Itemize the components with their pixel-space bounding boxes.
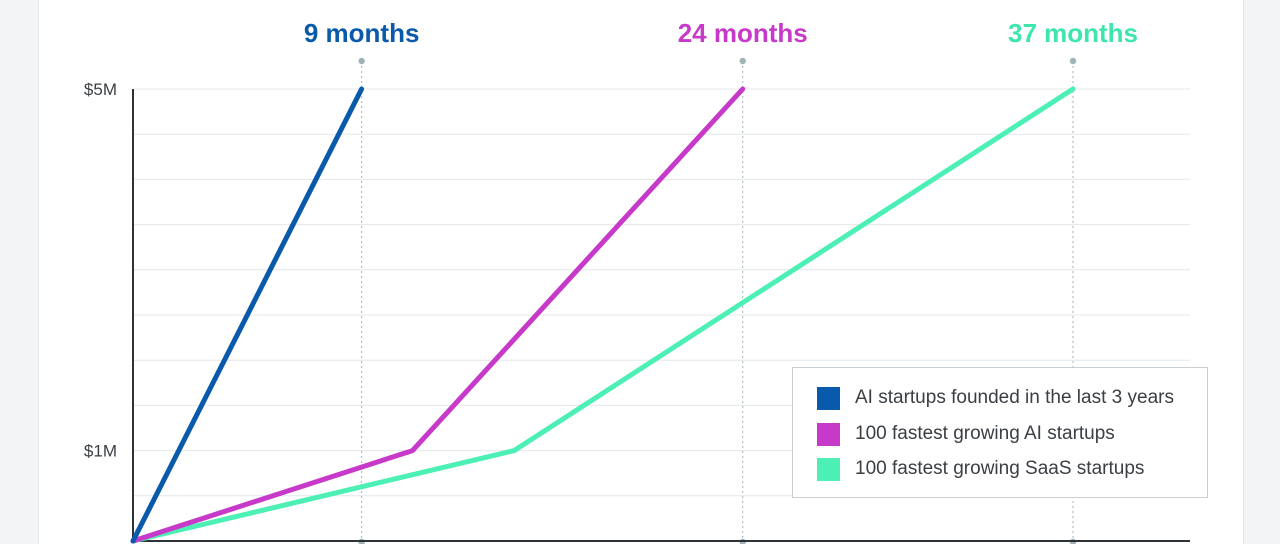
- legend-label: 100 fastest growing SaaS startups: [855, 458, 1145, 479]
- legend-swatch: [817, 457, 840, 481]
- chart-card: 9 months 24 months 37 months $1M $5M AI star…: [38, 0, 1244, 544]
- milestone-label: 9 months: [304, 18, 420, 48]
- milestone-label: 24 months: [678, 18, 808, 48]
- legend: AI startups founded in the last 3 years …: [792, 367, 1208, 498]
- series-line: [130, 86, 365, 544]
- legend-item-ai-fastest: 100 fastest growing AI startups: [817, 422, 1115, 446]
- milestone-label: 37 months: [1008, 18, 1138, 48]
- series-line: [130, 86, 746, 544]
- legend-label: 100 fastest growing AI startups: [855, 423, 1115, 444]
- legend-swatch: [817, 386, 840, 410]
- milestone-dot-top: [1069, 57, 1077, 65]
- series-line: [130, 86, 1076, 544]
- y-tick-label: $1M: [84, 442, 117, 461]
- y-tick-label: $5M: [84, 80, 117, 99]
- milestone-dot-top: [739, 57, 746, 65]
- milestone-dot-top: [358, 57, 365, 65]
- legend-label: AI startups founded in the last 3 years: [855, 387, 1174, 408]
- line-chart: 9 months 24 months 37 months $1M $5M: [84, 18, 1190, 544]
- legend-item-ai-recent: AI startups founded in the last 3 years: [817, 386, 1174, 410]
- legend-swatch: [817, 422, 840, 446]
- legend-item-saas-fastest: 100 fastest growing SaaS startups: [817, 457, 1144, 481]
